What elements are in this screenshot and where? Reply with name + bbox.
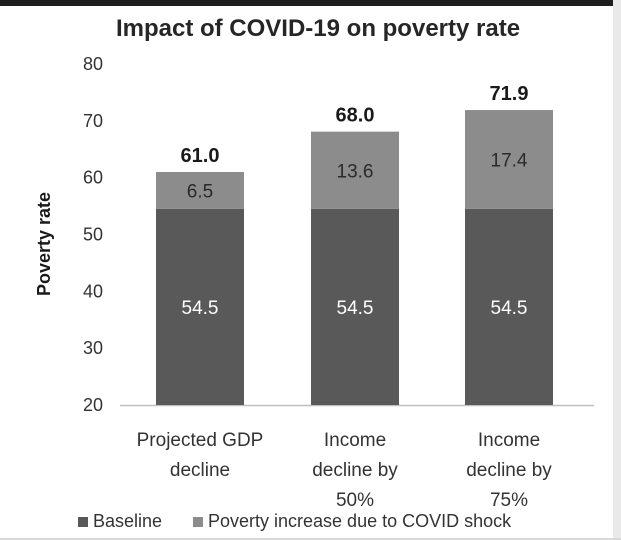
x-category-label: Income	[478, 430, 540, 451]
y-tick-label: 80	[83, 54, 103, 74]
data-label-baseline: 54.5	[337, 298, 374, 319]
bars-group: 54.5 6.5 61.0 54.5 13.6 68.0 54.5 17.4 71.9	[156, 83, 553, 405]
x-category-label: decline	[170, 460, 230, 481]
data-label-baseline: 54.5	[182, 298, 219, 319]
data-label-baseline: 54.5	[491, 298, 528, 319]
legend-label-covid-increase: Poverty increase due to COVID shock	[208, 511, 512, 531]
chart-title: Impact of COVID-19 on poverty rate	[116, 15, 520, 42]
legend-swatch-baseline	[78, 517, 88, 527]
y-axis-ticks: 20 30 40 50 60 70 80	[83, 54, 103, 415]
x-category-label: decline by	[466, 460, 552, 481]
bar-segment-baseline	[465, 208, 553, 405]
x-category-label: 50%	[336, 490, 374, 511]
x-category-label: Income	[324, 430, 386, 451]
bar-segment-baseline	[156, 208, 244, 405]
right-frame-bar	[613, 0, 621, 540]
data-label-total: 71.9	[490, 83, 529, 105]
x-axis-ticks: Projected GDP decline Income decline by 50% I…	[137, 430, 553, 511]
y-tick-label: 20	[83, 395, 103, 415]
bar-segment-baseline	[311, 208, 399, 405]
data-label-covid-increase: 13.6	[337, 161, 374, 182]
y-axis-label: Poverty rate	[34, 192, 54, 296]
y-tick-label: 70	[83, 111, 103, 131]
bar-segment-covid-increase	[311, 131, 399, 209]
y-tick-label: 60	[83, 168, 103, 188]
legend-swatch-covid-increase	[193, 517, 203, 527]
data-label-covid-increase: 17.4	[491, 150, 528, 171]
x-category-label: 75%	[490, 490, 528, 511]
data-label-covid-increase: 6.5	[187, 181, 213, 202]
data-label-total: 61.0	[181, 145, 220, 167]
x-category-label: Projected GDP	[137, 430, 264, 451]
legend-label-baseline: Baseline	[93, 511, 162, 531]
y-tick-label: 30	[83, 338, 103, 358]
y-tick-label: 50	[83, 225, 103, 245]
top-frame-bar	[0, 0, 621, 6]
bar-segment-covid-increase	[156, 171, 244, 209]
x-category-label: decline by	[312, 460, 398, 481]
bar-segment-covid-increase	[465, 110, 553, 209]
data-label-total: 68.0	[336, 105, 375, 127]
legend: Baseline Poverty increase due to COVID sh…	[78, 511, 512, 531]
y-tick-label: 40	[83, 281, 103, 301]
bottom-frame-bar	[0, 538, 621, 540]
